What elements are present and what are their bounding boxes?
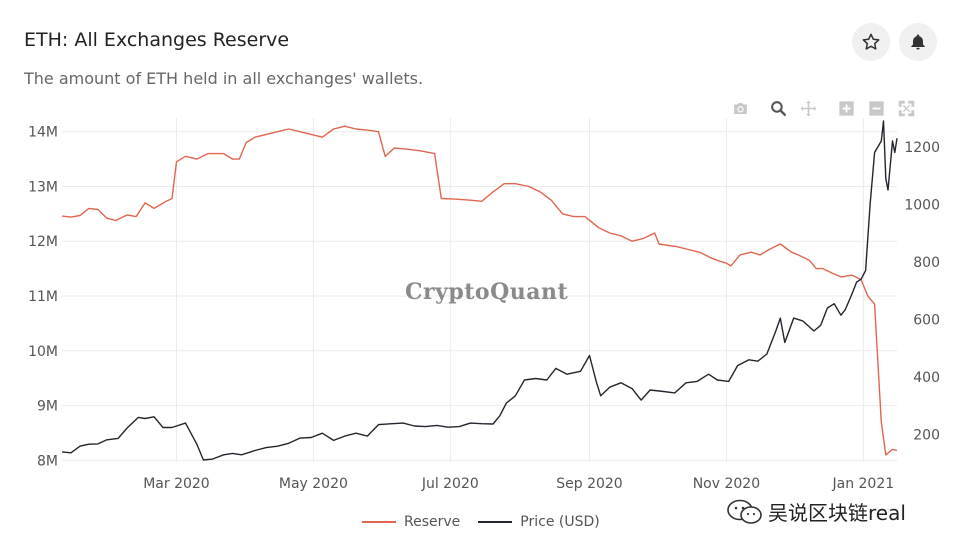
zoom-out-icon[interactable] [864, 96, 888, 120]
x-axis-ticks: Mar 2020 May 2020 Jul 2020 Sep 2020 Nov 2020… [143, 476, 894, 492]
x-tick-label: Sep 2020 [556, 476, 622, 492]
pan-icon[interactable] [796, 96, 820, 120]
left-tick-label: 12M [28, 234, 58, 250]
right-tick-label: 400 [913, 370, 940, 386]
bell-icon [911, 34, 925, 50]
chart-grid [62, 118, 897, 462]
chart-series [61, 120, 898, 461]
star-icon [862, 33, 880, 50]
zoom-in-icon[interactable] [834, 96, 858, 120]
right-axis-ticks: 200 400 600 800 1000 1200 [904, 140, 940, 444]
legend-item-reserve[interactable]: Reserve [362, 514, 460, 530]
legend-swatch-reserve [362, 521, 396, 523]
right-tick-label: 800 [913, 255, 940, 271]
autoscale-icon[interactable] [894, 96, 918, 120]
chart-title: ETH: All Exchanges Reserve [24, 29, 290, 51]
legend-item-price[interactable]: Price (USD) [478, 514, 600, 530]
zoom-icon[interactable] [766, 96, 790, 120]
left-tick-label: 8M [37, 453, 58, 469]
x-tick-label: Jul 2020 [421, 476, 479, 492]
right-tick-label: 200 [913, 428, 940, 444]
reserve-line[interactable] [61, 125, 898, 456]
wechat-watermark: 吴说区块链real [726, 497, 906, 526]
legend-swatch-price [478, 521, 513, 523]
x-tick-label: May 2020 [279, 476, 348, 492]
right-tick-label: 1200 [904, 140, 940, 156]
left-tick-label: 14M [28, 125, 58, 141]
x-tick-label: Jan 2021 [831, 476, 894, 492]
chart-legend: Reserve Price (USD) [362, 514, 600, 530]
wechat-label: 吴说区块链real [768, 501, 906, 525]
left-tick-label: 10M [28, 344, 58, 360]
x-tick-label: Nov 2020 [693, 476, 760, 492]
alert-button[interactable] [899, 23, 937, 61]
left-tick-label: 11M [28, 289, 58, 305]
right-tick-label: 1000 [904, 197, 940, 213]
price-line[interactable] [61, 120, 898, 461]
legend-label-reserve: Reserve [404, 514, 461, 530]
left-tick-label: 13M [28, 179, 58, 195]
x-tick-label: Mar 2020 [143, 476, 210, 492]
wechat-icon [727, 499, 762, 524]
left-axis-ticks: 8M 9M 10M 11M 12M 13M 14M [28, 125, 58, 470]
legend-label-price: Price (USD) [520, 514, 600, 530]
camera-icon[interactable] [728, 96, 752, 120]
right-tick-label: 600 [913, 313, 940, 329]
favorite-button[interactable] [852, 23, 890, 61]
chart-toolbar [728, 96, 918, 120]
watermark: CryptoQuant [405, 279, 569, 305]
left-tick-label: 9M [37, 399, 58, 415]
chart-subtitle: The amount of ETH held in all exchanges'… [24, 69, 424, 88]
